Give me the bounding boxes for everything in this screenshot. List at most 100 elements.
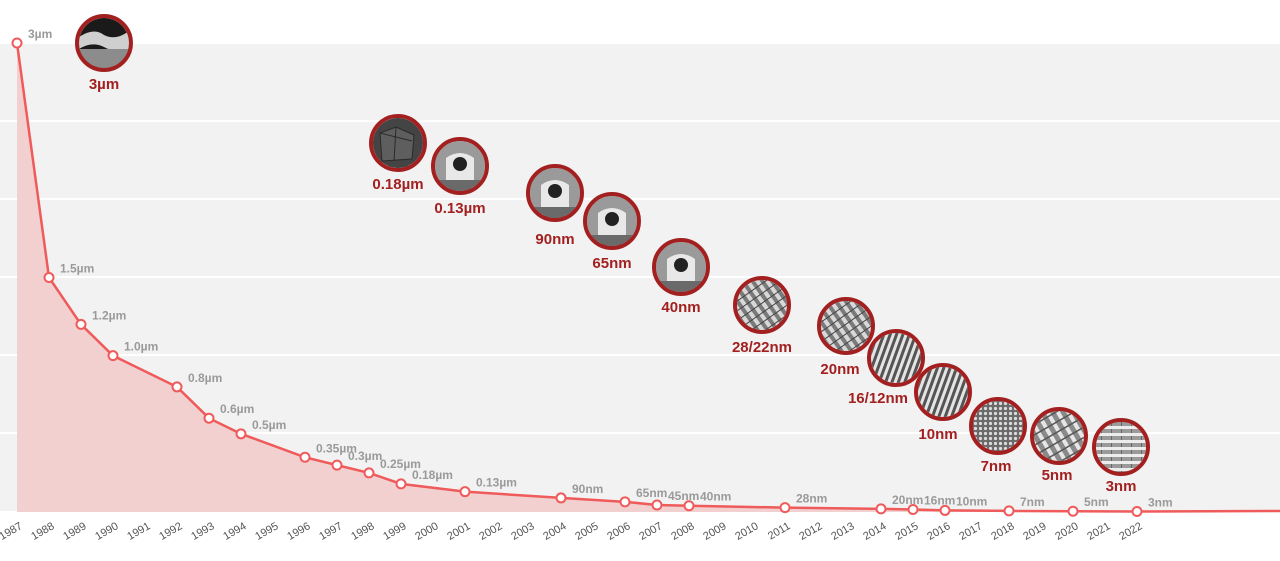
data-label: 3µm bbox=[28, 27, 52, 41]
node-image-finfet-array bbox=[817, 297, 875, 355]
node-image-dense-mesh bbox=[969, 397, 1027, 455]
data-label: 40nm bbox=[700, 490, 731, 504]
x-tick-label: 1992 bbox=[157, 520, 184, 543]
x-tick-label: 2006 bbox=[605, 520, 632, 543]
area-path bbox=[17, 43, 1280, 512]
x-tick-label: 2021 bbox=[1085, 520, 1112, 543]
data-point bbox=[43, 272, 55, 283]
node-image-transistor-gate bbox=[526, 164, 584, 222]
data-point bbox=[11, 37, 23, 49]
data-point bbox=[555, 492, 567, 504]
x-tick-label: 1994 bbox=[221, 520, 248, 543]
x-axis: 1987 1988 1989 1990 1991 1992 1993 1994 1995 1996… bbox=[0, 520, 1145, 543]
x-tick-label: 1991 bbox=[125, 520, 152, 543]
data-label: 5nm bbox=[1084, 495, 1109, 509]
grid-band bbox=[0, 199, 1280, 277]
node-ring bbox=[583, 192, 641, 250]
node-ring bbox=[1030, 407, 1088, 465]
node-image-transistor-gate bbox=[652, 238, 710, 296]
data-point bbox=[1131, 506, 1143, 518]
node-label: 10nm bbox=[918, 426, 957, 443]
data-label: 1.0µm bbox=[124, 340, 158, 354]
data-label: 20nm bbox=[892, 493, 923, 507]
node-ring bbox=[733, 276, 791, 334]
x-tick-label: 1997 bbox=[317, 520, 344, 543]
data-label: 0.6µm bbox=[220, 402, 254, 416]
node-label: 20nm bbox=[820, 361, 859, 378]
data-label: 16nm bbox=[924, 493, 955, 507]
data-point bbox=[619, 496, 631, 508]
x-tick-label: 2004 bbox=[541, 520, 568, 543]
data-label: 1.5µm bbox=[60, 262, 94, 276]
node-label: 3µm bbox=[89, 76, 119, 93]
x-tick-label: 2007 bbox=[637, 520, 664, 543]
x-tick-label: 2001 bbox=[445, 520, 472, 543]
data-point bbox=[75, 318, 87, 330]
x-tick-label: 1988 bbox=[29, 520, 56, 543]
node-ring bbox=[1092, 418, 1150, 476]
data-point bbox=[107, 350, 119, 362]
grid-band bbox=[0, 121, 1280, 199]
node-ring bbox=[652, 238, 710, 296]
x-tick-label: 1987 bbox=[0, 520, 24, 543]
x-tick-label: 2008 bbox=[669, 520, 696, 543]
data-point bbox=[363, 467, 375, 479]
x-tick-label: 2005 bbox=[573, 520, 600, 543]
node-label: 3nm bbox=[1106, 478, 1137, 495]
node-image-transistor-block bbox=[369, 114, 427, 172]
x-tick-label: 1989 bbox=[61, 520, 88, 543]
data-point bbox=[651, 499, 663, 511]
data-label: 10nm bbox=[956, 494, 987, 508]
series-line bbox=[15, 42, 1280, 513]
data-label: 0.35µm bbox=[316, 441, 357, 455]
x-tick-label: 2014 bbox=[861, 520, 888, 543]
x-tick-label: 2019 bbox=[1021, 520, 1048, 543]
x-tick-label: 2002 bbox=[477, 520, 504, 543]
data-point bbox=[299, 451, 311, 463]
data-label: 3nm bbox=[1148, 496, 1173, 510]
node-image-transistor-gate bbox=[583, 192, 641, 250]
data-label: 28nm bbox=[796, 492, 827, 506]
node-ring bbox=[526, 164, 584, 222]
x-tick-label: 2022 bbox=[1117, 520, 1144, 543]
x-tick-label: 2012 bbox=[797, 520, 824, 543]
node-image-transistor-gate bbox=[431, 137, 489, 195]
node-image-fin-lines bbox=[867, 329, 925, 387]
node-label: 0.18µm bbox=[372, 176, 423, 193]
x-tick-label: 1995 bbox=[253, 520, 280, 543]
node-image-wafer-cross-section bbox=[75, 14, 133, 72]
data-point bbox=[235, 428, 247, 440]
x-tick-label: 1993 bbox=[189, 520, 216, 543]
data-point bbox=[203, 412, 215, 424]
data-label: 45nm bbox=[668, 489, 699, 503]
node-ring bbox=[914, 363, 972, 421]
node-ring bbox=[867, 329, 925, 387]
background-grid bbox=[0, 42, 1280, 511]
data-label: 0.8µm bbox=[188, 371, 222, 385]
process-node-images: 3µm 0.18µm 0.13µm 90nm 65nm 40nm 28/22nm 20nm 16… bbox=[75, 14, 1150, 495]
node-label: 28/22nm bbox=[732, 339, 792, 356]
node-image-stacked-fins bbox=[1030, 407, 1088, 465]
x-tick-label: 2000 bbox=[413, 520, 440, 543]
data-label: 0.25µm bbox=[380, 457, 421, 471]
grid-band bbox=[0, 277, 1280, 355]
node-label: 90nm bbox=[535, 231, 574, 248]
node-ring bbox=[817, 297, 875, 355]
node-ring bbox=[431, 137, 489, 195]
data-point bbox=[939, 504, 951, 516]
node-label: 7nm bbox=[981, 458, 1012, 475]
x-tick-label: 2009 bbox=[701, 520, 728, 543]
series-path bbox=[15, 42, 1280, 513]
area-fill bbox=[17, 43, 1280, 512]
data-point bbox=[683, 500, 695, 512]
data-label: 90nm bbox=[572, 482, 603, 496]
node-image-fin-lines bbox=[914, 363, 972, 421]
data-point bbox=[1067, 505, 1079, 517]
node-ring bbox=[969, 397, 1027, 455]
node-image-finfet-array bbox=[733, 276, 791, 334]
x-tick-label: 2013 bbox=[829, 520, 856, 543]
data-label: 65nm bbox=[636, 486, 667, 500]
data-point bbox=[1003, 505, 1015, 517]
x-tick-label: 2015 bbox=[893, 520, 920, 543]
